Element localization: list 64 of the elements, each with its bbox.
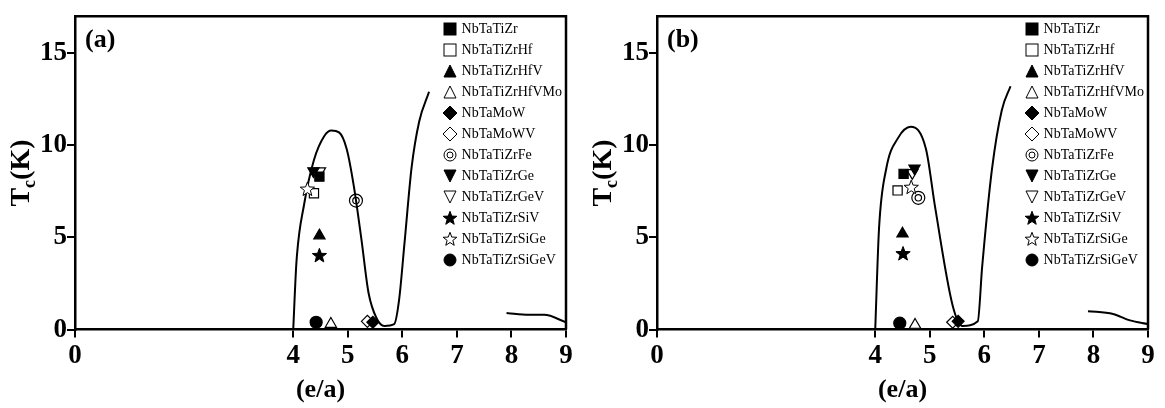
point (903, 179, 919, 195)
point (314, 171, 325, 182)
point (893, 316, 907, 330)
legend-label: NbTaTiZrGeV (461, 188, 545, 207)
x-tick-label: 6 (395, 338, 410, 369)
point (896, 226, 909, 238)
legend-label: NbTaTiZrHfV (461, 62, 543, 81)
point (895, 246, 911, 261)
legend-label: NbTaMoW (1043, 104, 1108, 123)
legend-label: NbTaTiZr (1043, 20, 1100, 39)
x-axis-title: (e/a) (295, 374, 346, 403)
legend-label: NbTaTiZrSiGeV (461, 251, 556, 270)
legend-label: NbTaTiZrFe (461, 146, 532, 165)
y-tick-label: 0 (53, 312, 67, 343)
legend-label: NbTaMoWV (1043, 125, 1118, 144)
point (892, 185, 903, 196)
x-tick-label: 4 (286, 338, 300, 369)
point (311, 247, 328, 263)
legend-label: NbTaTiZrGe (461, 167, 534, 186)
x-tick-label: 7 (450, 338, 464, 369)
legend-label: NbTaTiZrSiGeV (1043, 251, 1138, 270)
chart-title: (b) (667, 24, 699, 54)
y-tick-label: 15 (622, 36, 649, 67)
y-tick-label: 5 (53, 220, 67, 251)
legend-label: NbTaTiZrGeV (1043, 188, 1127, 207)
legend-label: NbTaTiZrSiV (1043, 209, 1122, 228)
legend-label: NbTaTiZrGe (1043, 167, 1116, 186)
legend-label: NbTaTiZrSiGe (461, 230, 546, 249)
x-tick-label: 4 (868, 338, 882, 369)
point (911, 190, 926, 205)
legend-label: NbTaTiZrSiGe (1043, 230, 1128, 249)
legend-label: NbTaTiZrHf (1043, 41, 1115, 60)
point (309, 315, 323, 329)
point (366, 315, 380, 329)
legend-label: NbTaTiZrHfVMo (1043, 83, 1144, 102)
legend-label: NbTaTiZrSiV (461, 209, 540, 228)
point (299, 181, 316, 197)
legend-label: NbTaMoWV (461, 125, 536, 144)
point (324, 316, 338, 328)
x-tick-label: 8 (1086, 338, 1101, 369)
y-tick-label: 0 (635, 312, 649, 343)
x-tick-label: 6 (977, 338, 992, 369)
x-tick-label: 9 (1141, 338, 1155, 369)
y-tick-label: 5 (635, 220, 649, 251)
point (898, 168, 909, 180)
x-axis-title: (e/a) (877, 374, 928, 403)
legend-label: NbTaMoW (461, 104, 526, 123)
legend-label: NbTaTiZr (461, 20, 518, 39)
y-tick-label: 15 (40, 36, 67, 67)
x-tick-label: 5 (923, 338, 937, 369)
point (908, 164, 921, 176)
legend-label: NbTaTiZrHf (461, 41, 533, 60)
point (313, 228, 326, 240)
x-tick-label: 8 (504, 338, 519, 369)
legend-label: NbTaTiZrHfVMo (461, 83, 562, 102)
legend-label: NbTaTiZrHfV (1043, 62, 1125, 81)
y-tick-label: 10 (40, 128, 67, 159)
x-tick-label: 5 (341, 338, 355, 369)
point (908, 317, 922, 329)
y-tick-label: 10 (622, 128, 649, 159)
x-tick-label: 9 (559, 338, 573, 369)
x-tick-label: 7 (1032, 338, 1046, 369)
chart-title: (a) (85, 24, 116, 54)
legend-label: NbTaTiZrFe (1043, 146, 1114, 165)
